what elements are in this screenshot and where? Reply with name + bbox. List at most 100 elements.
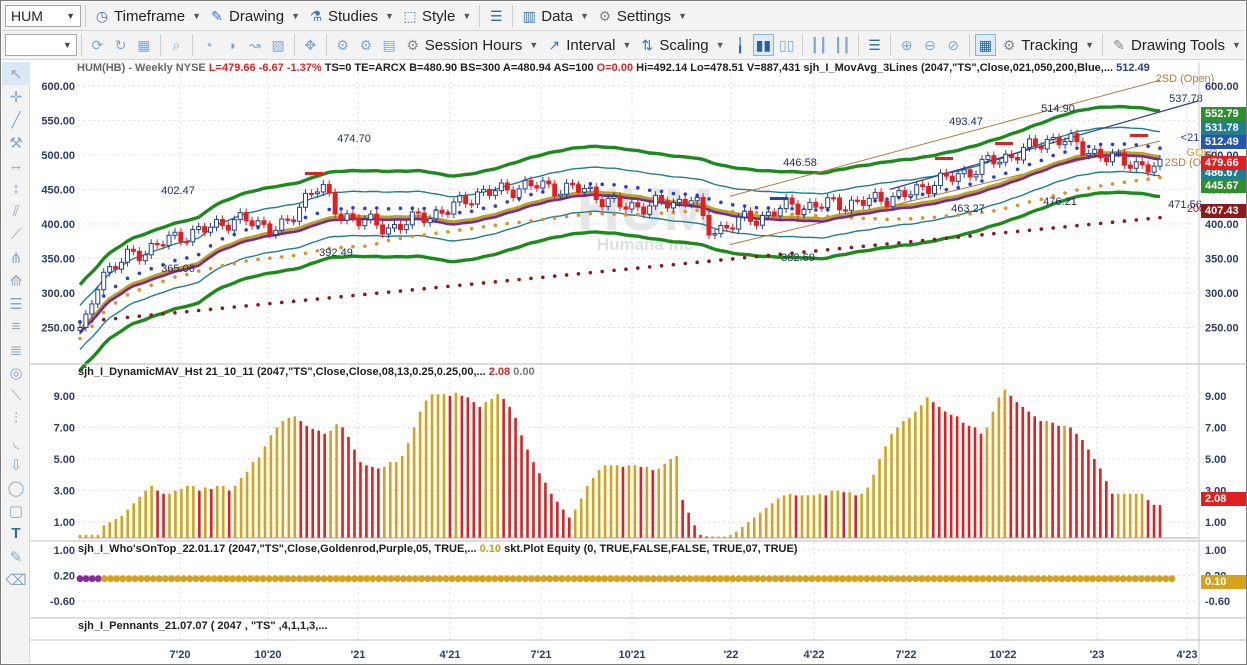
fib-time-icon[interactable]: ⫶ bbox=[14, 410, 18, 427]
chart-canvas[interactable]: HUM Humana Inc 474.70402.47392.49365.064… bbox=[30, 62, 1247, 665]
candlestick-chart-icon[interactable]: ▮▮ bbox=[752, 34, 775, 56]
ma200-dot bbox=[612, 268, 616, 273]
ma50-dot bbox=[481, 224, 486, 229]
arc-icon[interactable]: ◟ bbox=[13, 433, 19, 451]
strategy-icon[interactable]: ⚙ bbox=[359, 36, 373, 53]
pointer-icon[interactable]: ↖ bbox=[2, 62, 30, 85]
ma200-dot bbox=[244, 304, 248, 308]
ohlc-icon[interactable]: ┃┃ bbox=[810, 36, 828, 53]
candle-body bbox=[421, 212, 427, 224]
timer-icon[interactable]: ◔ bbox=[204, 37, 213, 53]
symbol-input[interactable]: HUM ▼ bbox=[5, 5, 81, 27]
grid-icon[interactable]: ▦ bbox=[137, 36, 151, 53]
refresh-icon[interactable]: ⟳ bbox=[91, 36, 104, 53]
wrench-icon[interactable]: ⚒ bbox=[9, 134, 23, 152]
timeframe-menu[interactable]: ◷ Timeframe ▼ bbox=[90, 4, 205, 28]
text-icon[interactable]: T bbox=[11, 525, 21, 542]
zoom-window-icon[interactable]: ⌕ bbox=[172, 36, 181, 53]
data-window-icon[interactable]: ▦ bbox=[974, 34, 997, 56]
pennants-legend[interactable]: sjh_I_Pennants_21.07.07 ( 2047 , "TS" ,4… bbox=[78, 620, 328, 632]
chart-settings-icon[interactable]: ◑ bbox=[227, 37, 236, 53]
candle-body bbox=[831, 197, 837, 200]
image-icon[interactable]: ▨ bbox=[271, 36, 285, 53]
ma50-dot bbox=[754, 210, 759, 215]
ray-icon[interactable]: ⟋ bbox=[10, 226, 22, 243]
whos-on-top-dot bbox=[674, 575, 682, 583]
whos-on-top-legend[interactable]: sjh_I_Who'sOnTop_22.01.17 (2047,"TS",Clo… bbox=[78, 543, 797, 555]
fib-levels-icon[interactable]: ≣ bbox=[9, 341, 23, 359]
trendline-icon[interactable]: ╱ bbox=[11, 111, 21, 129]
price-legend[interactable]: HUM(HB) - Weekly NYSE L=479.66 -6.67 -1.… bbox=[77, 62, 1150, 74]
oscillator-bar bbox=[293, 416, 297, 538]
price-tick-label: 350.00 bbox=[1205, 253, 1239, 265]
candle-body bbox=[386, 227, 392, 235]
oscillator-pane[interactable] bbox=[78, 389, 1198, 539]
tracking-menu[interactable]: ⚙ Tracking ▼ bbox=[997, 33, 1098, 57]
oscillator-bar bbox=[150, 485, 153, 538]
candle-body bbox=[350, 213, 356, 219]
windows-icon[interactable]: ▤ bbox=[382, 36, 396, 53]
ellipse-icon[interactable]: ◯ bbox=[7, 479, 25, 497]
eraser-icon[interactable]: ⌫ bbox=[5, 571, 27, 589]
candle-body bbox=[427, 218, 433, 224]
lower-band-2sd bbox=[78, 190, 1161, 372]
candle-body bbox=[1021, 147, 1027, 161]
candle-body bbox=[575, 184, 581, 193]
toolbar-divider bbox=[512, 5, 514, 27]
candle-body bbox=[872, 191, 878, 199]
scaling-menu[interactable]: ⇅ Scaling ▼ bbox=[635, 33, 728, 57]
fib-extension-icon[interactable]: ≡ bbox=[11, 318, 21, 335]
candle-body bbox=[991, 155, 997, 165]
session-hours-menu[interactable]: ⚙ Session Hours ▼ bbox=[401, 33, 542, 57]
studies-menu[interactable]: ⚗ Studies ▼ bbox=[304, 4, 398, 28]
fib-fan-icon[interactable]: ⟍ bbox=[10, 387, 22, 404]
legend-ma-value: 512.49 bbox=[1116, 62, 1150, 74]
oscillator-bar bbox=[257, 457, 261, 538]
data-menu[interactable]: ▥ Data ▼ bbox=[517, 4, 593, 28]
arrow-down-icon[interactable]: ⇩ bbox=[9, 456, 23, 474]
gann-icon[interactable]: ⟰ bbox=[9, 272, 23, 290]
hollow-candle-icon[interactable]: ▯▯ bbox=[779, 36, 795, 53]
chevron-down-icon: ▼ bbox=[62, 40, 72, 50]
note-icon[interactable]: ✎ bbox=[9, 548, 23, 566]
style-menu[interactable]: ⬚ Style ▼ bbox=[398, 4, 475, 28]
fib-arcs-icon[interactable]: ◎ bbox=[9, 364, 23, 382]
channel-icon[interactable]: ⫽ bbox=[12, 203, 20, 220]
fib-icon[interactable]: ☰ bbox=[9, 295, 23, 313]
drawing-tools-menu[interactable]: ✎ Drawing Tools ▼ bbox=[1107, 33, 1245, 57]
ohlc-color-icon[interactable]: ┃┃ bbox=[833, 36, 851, 53]
candle-body bbox=[1050, 137, 1056, 140]
vertical-line-icon[interactable]: ↕ bbox=[12, 180, 20, 197]
reload-icon[interactable]: ↻ bbox=[114, 36, 127, 53]
whos-on-top-dot bbox=[491, 575, 499, 583]
panels-icon[interactable]: ☰ bbox=[489, 7, 503, 24]
whos-on-top-pane[interactable] bbox=[76, 575, 1176, 583]
bar-chart-icon[interactable]: ╽ bbox=[735, 36, 745, 53]
study-settings-icon[interactable]: ⚙ bbox=[336, 36, 349, 53]
whos-on-top-dot bbox=[1083, 575, 1090, 583]
pitchfork-icon[interactable]: ⋔ bbox=[9, 249, 23, 267]
zoom-in-icon[interactable]: ⊕ bbox=[900, 36, 913, 53]
rectangle-icon[interactable]: ▢ bbox=[8, 502, 24, 520]
candle-body bbox=[392, 223, 398, 229]
settings-menu[interactable]: ⚙ Settings ▼ bbox=[593, 4, 691, 28]
candle-body bbox=[801, 208, 807, 215]
panels-icon[interactable]: ☰ bbox=[868, 36, 881, 53]
interval-menu[interactable]: ↗ Interval ▼ bbox=[542, 33, 635, 57]
zoom-out-icon[interactable]: ⊖ bbox=[924, 36, 936, 53]
workspace-select[interactable]: ▼ bbox=[5, 34, 77, 56]
format-icon[interactable]: ✥ bbox=[304, 36, 317, 53]
crosshair-icon[interactable]: ✛ bbox=[9, 88, 23, 106]
oscillator-legend[interactable]: sjh_I_DynamicMAV_Hst 21_10_11 (2047,"TS"… bbox=[78, 366, 535, 378]
chart-area[interactable]: HUM Humana Inc 474.70 402.47 392.49 365.06 4… bbox=[30, 62, 1247, 665]
legend-hilo: Hi=492.14 Lo=478.51 V=887,431 sjh_I_MovA… bbox=[636, 62, 1114, 74]
line-chart-icon[interactable]: ↝ bbox=[249, 36, 261, 53]
oscillator-bar bbox=[925, 397, 929, 538]
zoom-fit-icon[interactable]: ⊘ bbox=[947, 36, 960, 53]
price-pane[interactable]: 474.70 402.47 392.49 365.06 446.58 382.69 514.… bbox=[77, 73, 1223, 372]
drawing-menu[interactable]: ✎ Drawing ▼ bbox=[205, 4, 304, 28]
horizontal-line-icon[interactable]: ↔ bbox=[8, 157, 24, 174]
oscillator-bar bbox=[275, 427, 279, 538]
price-annotation: 474.70 bbox=[337, 133, 371, 145]
ma200-dot bbox=[517, 277, 521, 282]
